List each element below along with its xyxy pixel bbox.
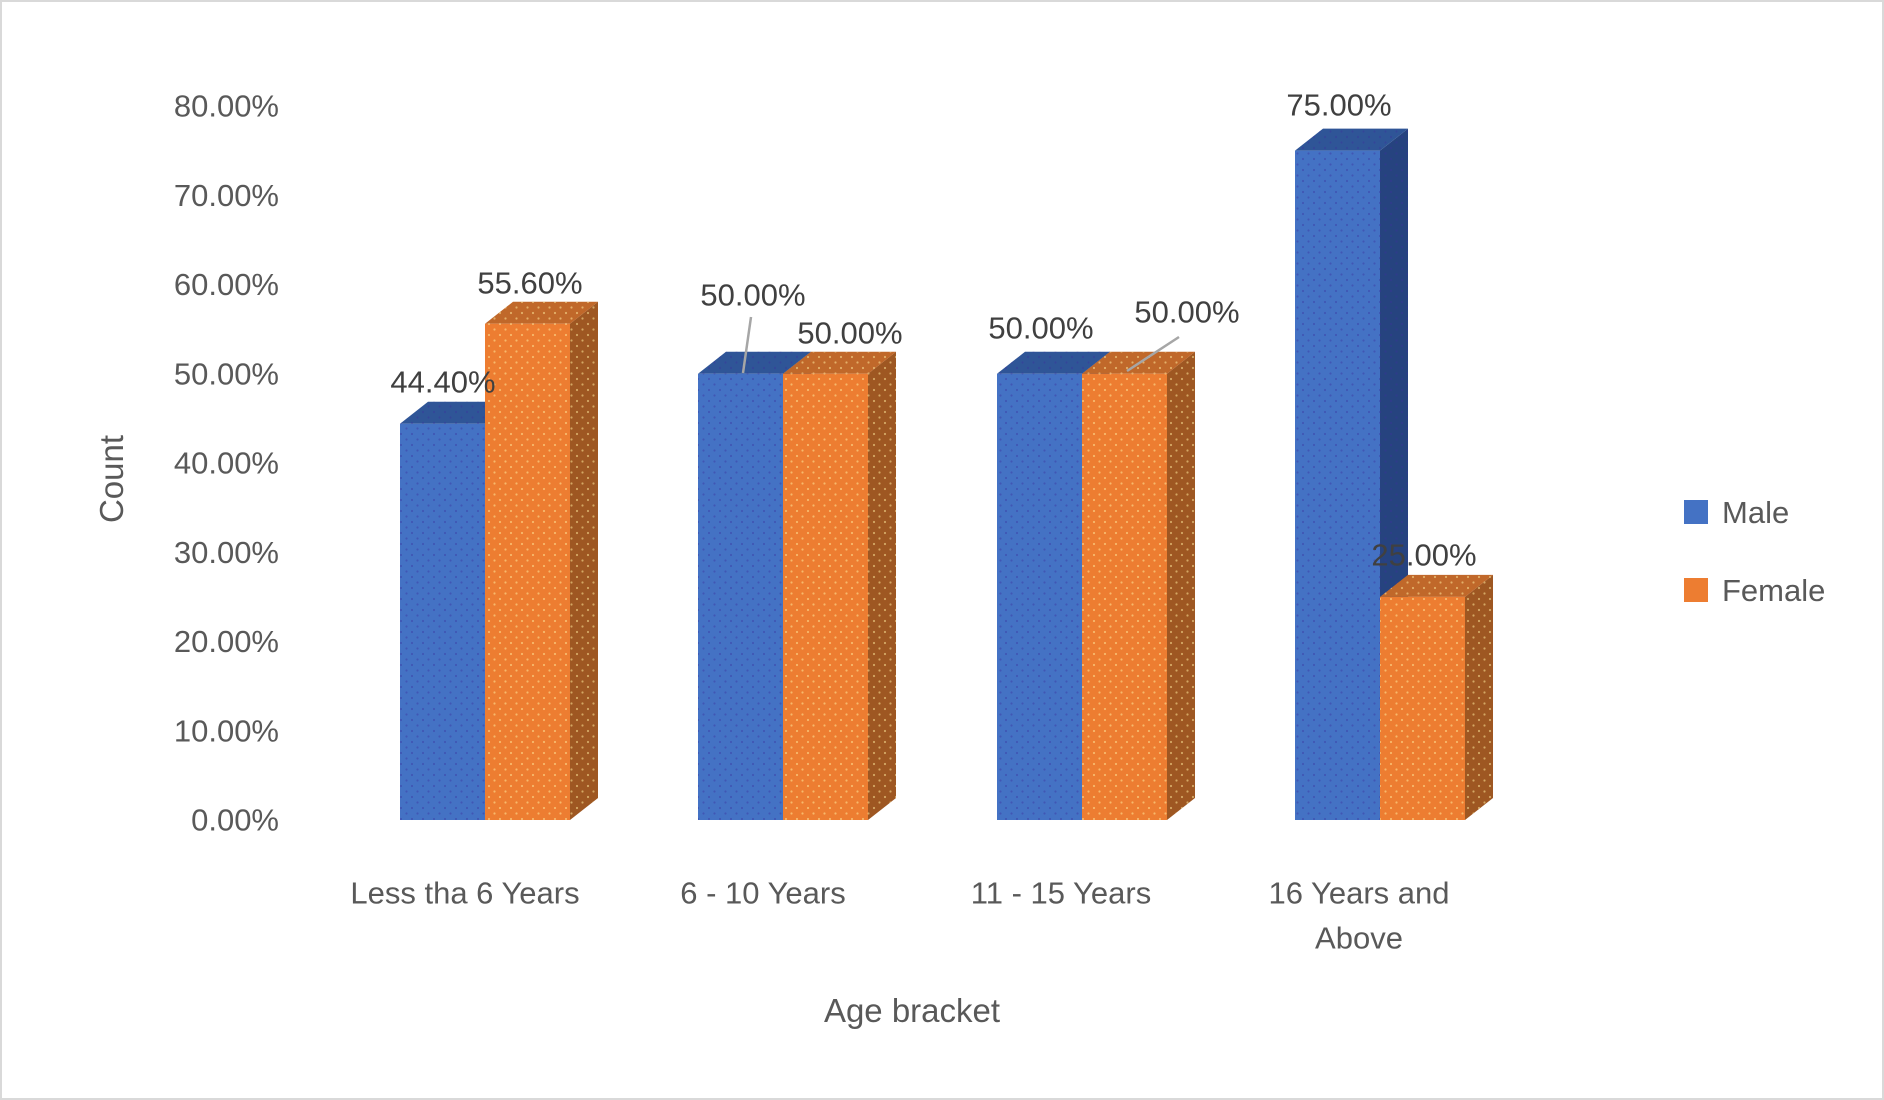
bar-male-0-top-texture xyxy=(400,401,513,424)
y-tick-label: 40.00% xyxy=(174,446,279,481)
legend-item-female[interactable]: Female xyxy=(1684,566,1825,614)
x-axis-title: Age bracket xyxy=(823,992,1001,1029)
legend-label-male: Male xyxy=(1722,494,1790,530)
data-label-leader-line xyxy=(1126,335,1180,373)
legend: Male Female xyxy=(1684,488,1825,644)
bar-female-1-top-texture xyxy=(783,351,896,374)
data-label-female: 50.00% xyxy=(1134,295,1239,330)
bar-female-0-side-texture xyxy=(570,301,598,820)
bar-male-2-top-texture xyxy=(997,351,1110,374)
data-label-female: 50.00% xyxy=(797,316,902,351)
bar-female-1-side-texture xyxy=(868,351,896,820)
data-label-female: 55.60% xyxy=(477,266,582,301)
bar-female-0-top-texture xyxy=(485,301,598,324)
x-category-label: 16 Years and xyxy=(1268,876,1449,911)
bar-male-0-front-texture xyxy=(400,423,485,820)
male-series-swatch-icon xyxy=(1684,500,1708,524)
data-label-leader-line xyxy=(741,316,753,374)
x-category-label: Above xyxy=(1315,921,1403,956)
bar-male-1-top-texture xyxy=(698,351,811,374)
y-tick-label: 60.00% xyxy=(174,267,279,302)
legend-label-female: Female xyxy=(1722,572,1826,608)
y-tick-label: 30.00% xyxy=(174,535,279,570)
bar-female-1-front-texture xyxy=(783,373,868,820)
data-label-female: 25.00% xyxy=(1371,538,1476,573)
bar-male-3-top-texture xyxy=(1295,128,1408,151)
y-tick-label: 50.00% xyxy=(174,356,279,391)
y-axis-title: Count xyxy=(93,434,130,524)
female-series-swatch-icon xyxy=(1684,578,1708,602)
y-tick-label: 0.00% xyxy=(191,803,279,838)
x-category-label: 6 - 10 Years xyxy=(680,876,845,911)
bar-male-3-front-texture xyxy=(1295,150,1380,820)
x-category-label: Less tha 6 Years xyxy=(350,876,579,911)
bar-female-3-front-texture xyxy=(1380,596,1465,820)
data-label-male: 50.00% xyxy=(700,278,805,313)
y-tick-label: 20.00% xyxy=(174,624,279,659)
bar-female-3-side-texture xyxy=(1465,574,1493,820)
x-category-label: 11 - 15 Years xyxy=(971,876,1151,911)
y-tick-label: 10.00% xyxy=(174,713,279,748)
legend-item-male[interactable]: Male xyxy=(1684,488,1825,536)
y-tick-label: 80.00% xyxy=(174,89,279,124)
bar-female-3-top-texture xyxy=(1380,574,1493,597)
data-label-male: 75.00% xyxy=(1286,88,1391,123)
bar-male-1-front-texture xyxy=(698,373,783,820)
data-label-male: 44.40% xyxy=(390,365,495,400)
bar-female-2-front-texture xyxy=(1082,373,1167,820)
data-label-male: 50.00% xyxy=(988,311,1093,346)
bar-female-2-side-texture xyxy=(1167,351,1195,820)
bar-male-2-front-texture xyxy=(997,373,1082,820)
y-tick-label: 70.00% xyxy=(174,178,279,213)
bar-female-0-front-texture xyxy=(485,323,570,820)
